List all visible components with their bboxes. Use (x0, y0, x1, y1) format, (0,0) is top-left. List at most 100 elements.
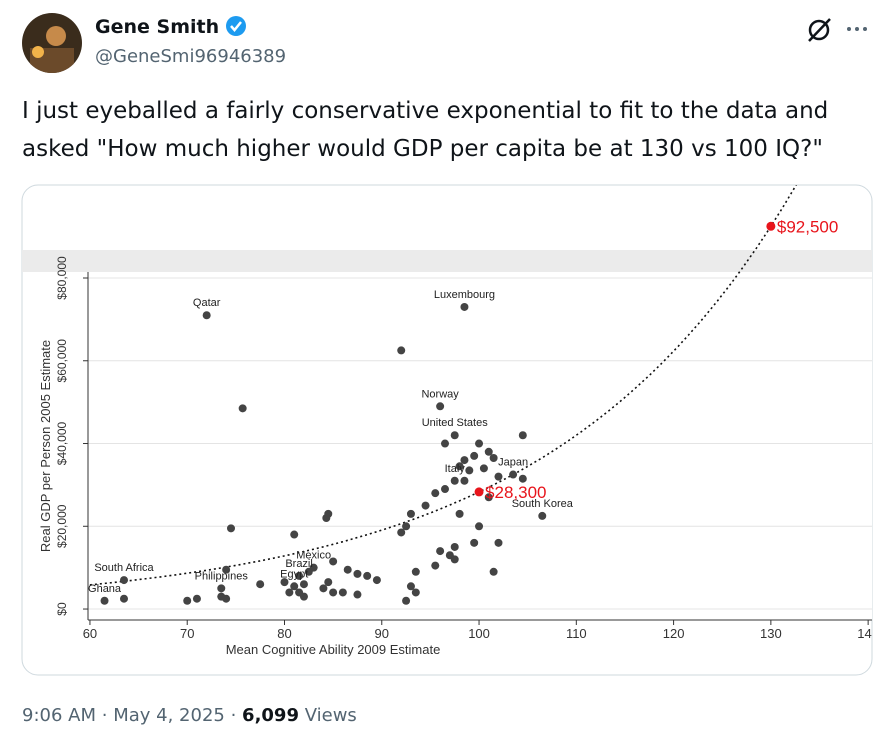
more-icon[interactable] (847, 27, 867, 31)
point (489, 454, 498, 462)
point-label: Mexico (296, 550, 331, 562)
point (324, 578, 333, 587)
point (343, 565, 352, 574)
point-label: Philippines (195, 570, 249, 582)
point (450, 476, 459, 485)
x-tick-label: 140 (857, 626, 879, 641)
point-label: Italy (445, 463, 466, 475)
point (518, 431, 527, 440)
point-label: Japan (498, 457, 528, 469)
point (353, 569, 362, 578)
point (397, 346, 406, 355)
point (222, 565, 231, 574)
point (460, 456, 469, 465)
point-label: United States (422, 417, 489, 429)
point (202, 311, 211, 320)
x-axis-label: Mean Cognitive Ability 2009 Estimate (226, 642, 441, 657)
band (22, 250, 872, 272)
x-tick-label: 100 (468, 626, 490, 641)
point (290, 582, 299, 591)
tweet-text: I just eyeballed a fairly conservative e… (22, 98, 829, 124)
fit-curve (89, 185, 821, 586)
point (319, 584, 328, 593)
point (411, 588, 420, 597)
point (538, 511, 547, 520)
point (119, 594, 128, 603)
point (421, 501, 430, 510)
point (460, 476, 469, 485)
point-label: South Korea (512, 498, 574, 510)
y-tick-label: $0 (55, 602, 69, 616)
point (475, 439, 484, 448)
point-label: Luxembourg (434, 289, 495, 301)
x-tick-label: 130 (760, 626, 782, 641)
point (290, 530, 299, 539)
author-handle[interactable]: @GeneSmi96946389 (95, 46, 287, 67)
highlight-point (474, 487, 484, 497)
point (455, 462, 464, 471)
point (479, 464, 488, 473)
point (475, 522, 484, 531)
point-label: South Africa (94, 562, 154, 574)
point (353, 590, 362, 599)
point (440, 439, 449, 448)
point (280, 578, 289, 587)
y-axis-label: Real GDP per Person 2005 Estimate (38, 340, 53, 552)
point (494, 538, 503, 547)
x-tick-label: 70 (180, 626, 194, 641)
date: May 4, 2025 (113, 705, 225, 726)
point (460, 302, 469, 311)
point-label: Ghana (88, 583, 122, 595)
point (450, 542, 459, 551)
point (518, 474, 527, 483)
views-label: Views (304, 705, 357, 726)
point (436, 547, 445, 556)
point (450, 555, 459, 564)
point (440, 485, 449, 494)
point (397, 528, 406, 537)
avatar[interactable] (22, 13, 82, 78)
separator: · (101, 705, 108, 726)
time: 9:06 AM (22, 705, 96, 726)
point (406, 582, 415, 591)
point (304, 567, 313, 576)
point (238, 404, 247, 413)
point (299, 592, 308, 601)
header-icons (22, 13, 867, 78)
point (183, 596, 192, 605)
point (484, 493, 493, 502)
point (100, 596, 109, 605)
point (465, 466, 474, 475)
x-tick-label: 90 (375, 626, 389, 641)
verified-badge (226, 16, 246, 36)
point (494, 472, 503, 481)
grok-icon[interactable] (808, 18, 831, 42)
point-label: Qatar (193, 297, 221, 309)
highlight-label: $28,300 (485, 483, 546, 502)
y-tick-label: $80,000 (55, 256, 69, 300)
y-tick-label: $20,000 (55, 504, 69, 548)
point (470, 538, 479, 547)
point (217, 584, 226, 593)
point (402, 596, 411, 605)
point (256, 580, 265, 589)
x-tick-label: 110 (566, 626, 587, 641)
point (509, 470, 518, 479)
point (406, 509, 415, 518)
point-label: Norway (421, 388, 459, 400)
point (363, 571, 372, 580)
author-name[interactable]: Gene Smith (95, 16, 220, 38)
point (372, 576, 381, 585)
y-tick-label: $60,000 (55, 339, 69, 383)
views-count: 6,099 (242, 705, 299, 726)
x-tick-label: 60 (83, 626, 97, 641)
point (192, 594, 201, 603)
point-label: Egypt (280, 568, 308, 580)
x-tick-label: 80 (277, 626, 291, 641)
point (431, 561, 440, 570)
point (411, 567, 420, 576)
point (329, 557, 338, 566)
point-label: Brazil (285, 558, 313, 570)
point (338, 588, 347, 597)
